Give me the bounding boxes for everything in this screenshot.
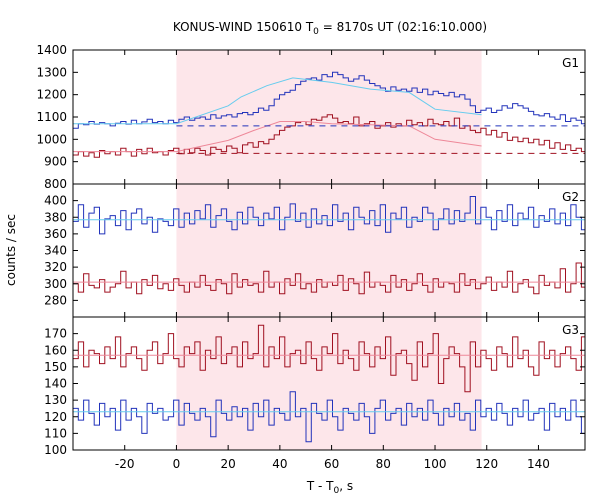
y-tick-label: 300: [44, 277, 67, 291]
series-red-histogram: [73, 262, 585, 295]
chart-title-rest: = 8170s UT (02:16:10.000): [319, 20, 487, 34]
panel-g3: 100 110 120 130 140 150 160 170 -20 0 20 40 60 80 100 1…: [44, 316, 586, 471]
y-tick-label: 1200: [36, 88, 67, 102]
series-blue-histogram: [73, 71, 585, 129]
y-tick-label: 170: [44, 327, 67, 341]
y-axis-label: counts / sec: [4, 214, 18, 286]
shaded-interval: [176, 184, 482, 317]
y-tick-label: 110: [44, 426, 67, 440]
y-tick-label: 130: [44, 393, 67, 407]
y-tick-label: 150: [44, 360, 67, 374]
y-tick-label: 1000: [36, 132, 67, 146]
panel-g1: 800 900 1000 1100 1200 1300 1400 G1: [36, 43, 586, 191]
y-tick-label: 380: [44, 210, 67, 224]
chart-title-main: KONUS-WIND 150610 T: [173, 20, 314, 34]
fit-line-red: [73, 121, 482, 153]
x-axis-label-rest: , s: [339, 479, 353, 493]
y-tick-label: 280: [44, 293, 67, 307]
x-axis-label: T - T0, s: [306, 479, 353, 496]
panels: 80090010001100120013001400G1280300320340…: [36, 43, 586, 471]
x-tick-label: 60: [324, 457, 339, 471]
y-tick-label: 400: [44, 194, 67, 208]
fit-line-blue: [73, 77, 482, 125]
y-tick-label: 140: [44, 377, 67, 391]
shaded-interval: [176, 317, 482, 450]
y-tick-label: 340: [44, 244, 67, 258]
shaded-interval: [176, 50, 482, 184]
x-tick-label: 100: [424, 457, 447, 471]
x-tick-label: 80: [376, 457, 391, 471]
panel-g2: 280 300 320 340 360 380 400 G2: [44, 183, 586, 318]
y-tick-label: 1300: [36, 65, 67, 79]
x-tick-label: 120: [475, 457, 498, 471]
y-tick-label: 800: [44, 177, 67, 191]
y-tick-label: 100: [44, 443, 67, 457]
series-blue-histogram: [73, 196, 585, 235]
series-red-histogram: [73, 324, 585, 393]
y-tick-label: 320: [44, 260, 67, 274]
panel-label: G1: [562, 56, 579, 70]
y-tick-label: 120: [44, 410, 67, 424]
chart-title-subscript: 0: [313, 27, 319, 37]
x-tick-label: 40: [272, 457, 287, 471]
y-tick-label: 1100: [36, 110, 67, 124]
chart-title: KONUS-WIND 150610 T0 = 8170s UT (02:16:1…: [173, 20, 487, 37]
x-axis-label-subscript: 0: [334, 486, 340, 496]
panel-label: G3: [562, 323, 579, 337]
x-tick-label: 0: [173, 457, 181, 471]
panel-data: [73, 71, 585, 158]
y-tick-label: 900: [44, 155, 67, 169]
y-tick-label: 1400: [36, 43, 67, 57]
y-tick-label: 160: [44, 343, 67, 357]
y-tick-label: 360: [44, 227, 67, 241]
x-tick-label: 20: [221, 457, 236, 471]
panel-data: [73, 196, 585, 295]
x-tick-label: -20: [115, 457, 135, 471]
panel-label: G2: [562, 190, 579, 204]
series-red-histogram: [73, 114, 585, 158]
x-tick-label: 140: [527, 457, 550, 471]
x-axis-label-main: T - T: [306, 479, 334, 493]
panel-data: [73, 324, 585, 443]
